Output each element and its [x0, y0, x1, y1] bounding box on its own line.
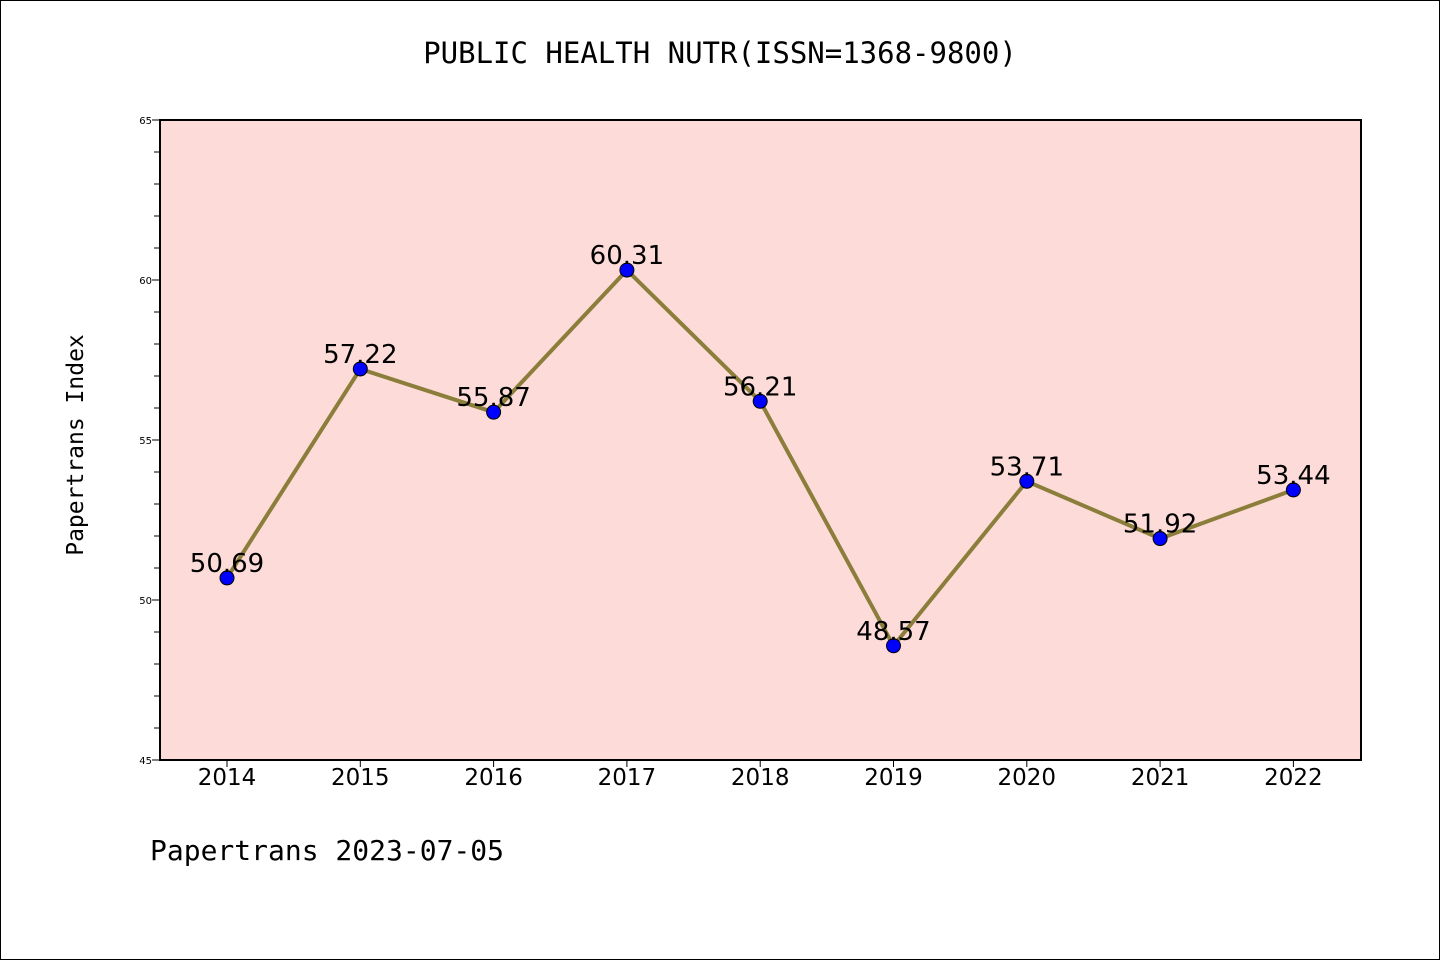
x-axis: 2014 2015 2016 2017 2018 2019 2020 2021 2022	[198, 760, 1323, 791]
data-point	[1019, 473, 1035, 489]
x-tick-label: 2018	[731, 765, 790, 791]
x-tick-label: 2020	[998, 765, 1057, 791]
y-tick-label: 65	[139, 116, 152, 127]
data-point	[219, 570, 235, 586]
x-tick-label: 2015	[331, 765, 390, 791]
x-tick-label: 2022	[1264, 765, 1323, 791]
data-points	[219, 262, 1301, 654]
x-tick-label: 2021	[1131, 765, 1190, 791]
data-label: 60.31	[590, 241, 664, 271]
data-labels: 50.69 57.22 55.87 60.31 56.21 48.57 53.71 51.92…	[190, 241, 1331, 647]
data-point	[752, 393, 768, 409]
y-tick-label: 55	[139, 436, 152, 447]
x-tick-label: 2019	[864, 765, 923, 791]
data-point	[1285, 482, 1301, 498]
data-label: 50.69	[190, 549, 264, 579]
data-point	[1152, 531, 1168, 547]
data-label: 53.71	[990, 452, 1064, 482]
data-point	[352, 361, 368, 377]
y-tick-label: 45	[139, 756, 152, 767]
x-tick-label: 2014	[198, 765, 257, 791]
data-point	[486, 404, 502, 420]
data-label: 51.92	[1123, 510, 1197, 540]
data-label: 53.44	[1256, 461, 1330, 491]
plot-border	[159, 119, 1362, 761]
footer-text: Papertrans 2023-07-05	[150, 834, 505, 867]
y-axis: 45 50 55 60 65	[139, 116, 160, 767]
x-tick-label: 2016	[464, 765, 523, 791]
data-label: 57.22	[323, 340, 397, 370]
y-tick-label: 50	[139, 596, 152, 607]
y-tick-label: 60	[139, 276, 152, 287]
chart-title: PUBLIC HEALTH NUTR(ISSN=1368-9800)	[423, 36, 1017, 70]
data-point	[619, 262, 635, 278]
data-label: 48.57	[856, 617, 930, 647]
data-label: 55.87	[456, 383, 530, 413]
data-point	[886, 638, 901, 654]
plot-area	[160, 120, 1361, 760]
x-tick-label: 2017	[598, 765, 657, 791]
data-label: 56.21	[723, 372, 797, 402]
